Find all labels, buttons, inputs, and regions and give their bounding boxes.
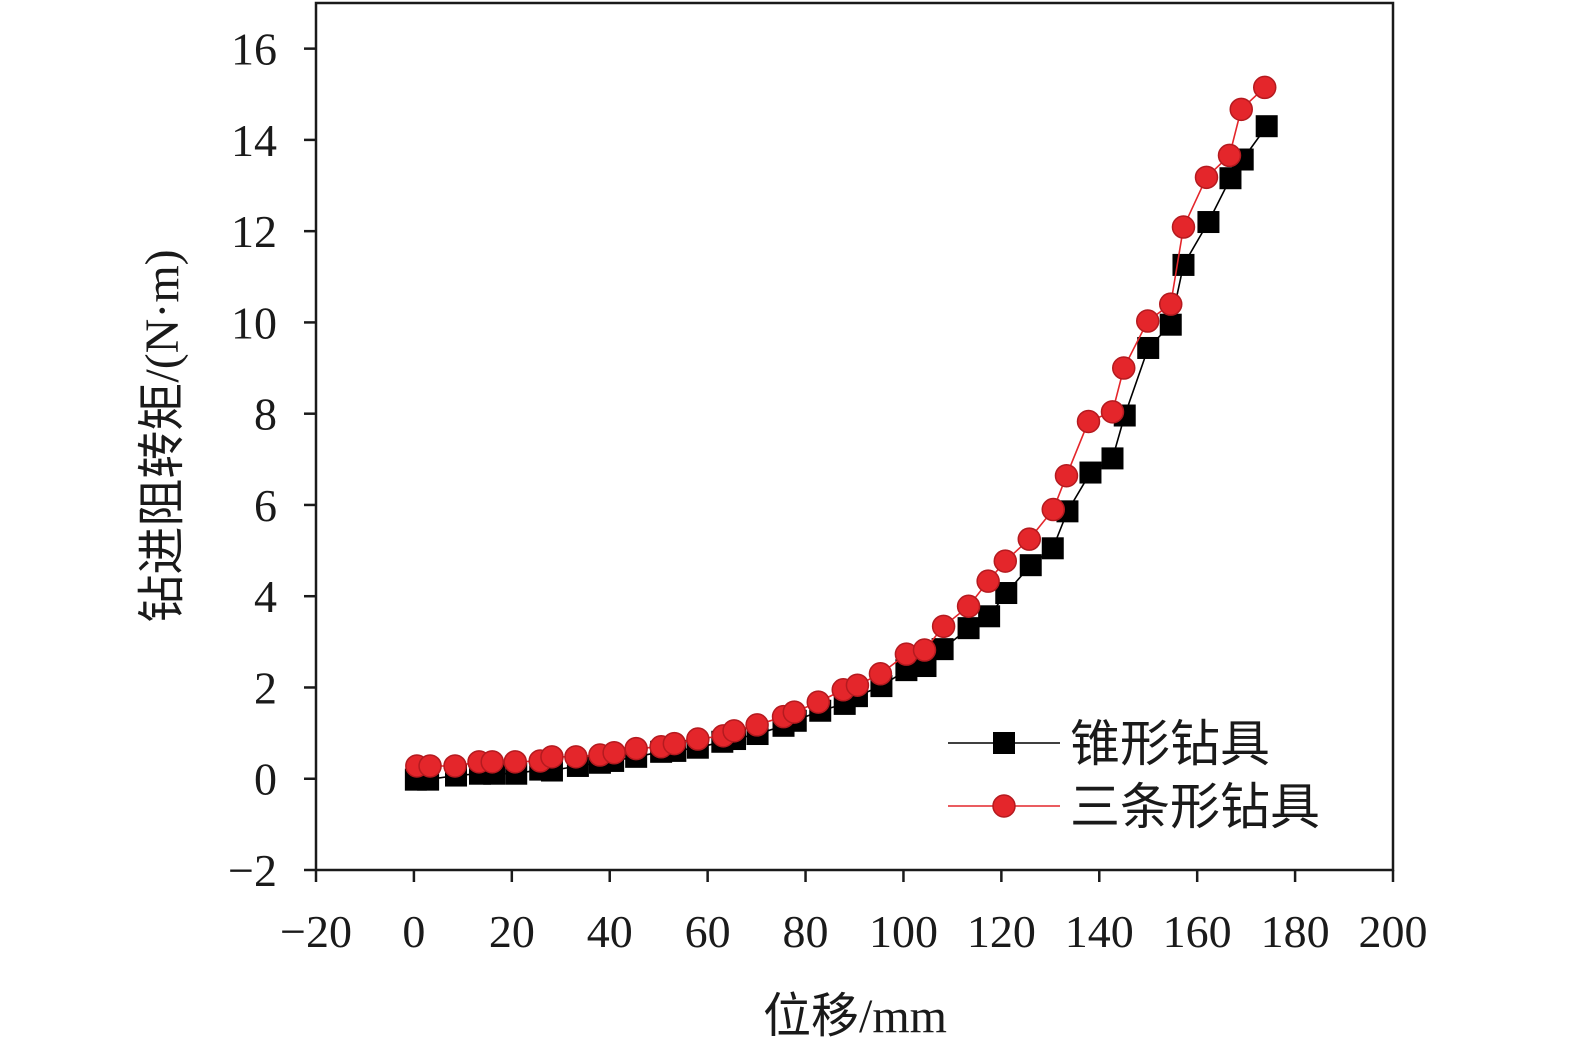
- x-tick-label: 120: [967, 906, 1036, 957]
- x-tick-label: 0: [402, 906, 425, 957]
- plot-frame: [314, 1, 1395, 872]
- data-point-circle: [1217, 143, 1242, 168]
- legend-marker-circle: [992, 794, 1016, 818]
- x-tick-label: 60: [685, 906, 731, 957]
- series-line: [416, 86, 1266, 767]
- x-tick-label: 20: [489, 906, 535, 957]
- data-point-circle: [1194, 165, 1219, 190]
- data-point-square: [1041, 537, 1064, 560]
- data-point-circle: [480, 750, 504, 774]
- y-axis-ticks: −2 0 2 4 6 8 10 12 14 16: [228, 24, 316, 896]
- data-point-circle: [624, 736, 648, 761]
- y-tick-label: 0: [254, 754, 277, 805]
- legend-label-series-1: 锥形钻具: [1070, 716, 1270, 772]
- x-axis-label: 位移/mm: [763, 990, 947, 1043]
- series-layer: [404, 75, 1278, 791]
- legend-label-series-2: 三条形钻具: [1070, 779, 1320, 835]
- data-point-square: [1255, 115, 1278, 138]
- data-point-circle: [503, 750, 527, 774]
- x-tick-label: −20: [280, 906, 352, 957]
- data-point-square: [995, 582, 1018, 605]
- legend-marker-square: [993, 732, 1015, 754]
- data-point-circle: [956, 594, 981, 618]
- x-tick-label: 160: [1163, 906, 1232, 957]
- data-point-circle: [1229, 97, 1253, 122]
- y-tick-label: 4: [254, 571, 277, 622]
- data-point-circle: [1135, 309, 1160, 333]
- x-tick-label: 40: [587, 906, 633, 957]
- data-point-circle: [845, 673, 870, 697]
- data-point-square: [1219, 167, 1242, 190]
- data-point-circle: [443, 754, 467, 778]
- data-point-circle: [662, 731, 687, 756]
- data-point-square: [1159, 313, 1182, 336]
- x-tick-label: 100: [869, 906, 938, 957]
- data-point-square: [1101, 447, 1124, 470]
- data-point-square: [1019, 554, 1042, 577]
- data-point-circle: [1171, 215, 1196, 239]
- y-tick-label: 10: [231, 297, 277, 348]
- x-tick-label: 200: [1359, 906, 1428, 957]
- y-tick-label: 6: [254, 480, 277, 531]
- data-point-circle: [564, 745, 588, 769]
- data-point-circle: [745, 713, 769, 737]
- y-tick-label: 8: [254, 389, 277, 440]
- data-point-square: [931, 638, 954, 661]
- data-point-circle: [976, 569, 1000, 593]
- data-point-circle: [1017, 527, 1042, 551]
- y-axis-label: 钻进阻转矩/(N·m): [136, 249, 189, 622]
- y-tick-label: 16: [231, 24, 277, 75]
- data-point-circle: [1158, 292, 1183, 316]
- data-point-square: [1079, 461, 1102, 484]
- data-point-circle: [1076, 409, 1101, 434]
- data-point-circle: [1252, 75, 1277, 100]
- data-point-circle: [868, 662, 893, 686]
- data-point-circle: [540, 745, 564, 769]
- y-tick-label: 12: [231, 206, 277, 257]
- x-tick-label: 80: [783, 906, 829, 957]
- data-point-circle: [602, 740, 626, 765]
- data-point-circle: [782, 700, 807, 724]
- data-point-circle: [931, 614, 956, 639]
- data-point-circle: [806, 690, 831, 714]
- x-axis-ticks: −20 0 20 40 60 80 100 120 140 160 180 200: [280, 870, 1428, 957]
- data-point-circle: [1112, 356, 1136, 380]
- legend-entry-series-2: 三条形钻具: [948, 779, 1320, 835]
- data-point-square: [957, 617, 980, 640]
- data-point-square: [978, 605, 1001, 628]
- data-point-circle: [1054, 463, 1079, 488]
- y-tick-label: −2: [228, 845, 277, 896]
- x-tick-label: 180: [1261, 906, 1330, 957]
- data-point-circle: [1100, 400, 1125, 424]
- series-2: [405, 75, 1277, 778]
- data-point-circle: [418, 754, 442, 778]
- data-point-circle: [1041, 497, 1066, 522]
- legend: 锥形钻具 三条形钻具: [948, 716, 1320, 835]
- y-tick-label: 2: [254, 662, 277, 713]
- data-point-circle: [993, 549, 1018, 573]
- data-point-square: [1137, 336, 1160, 359]
- x-tick-label: 140: [1065, 906, 1134, 957]
- data-point-square: [1197, 211, 1220, 234]
- data-point-square: [895, 659, 918, 682]
- data-point-circle: [686, 727, 710, 751]
- y-tick-label: 14: [231, 115, 277, 166]
- legend-entry-series-1: 锥形钻具: [948, 716, 1270, 772]
- data-point-circle: [912, 638, 937, 662]
- data-point-circle: [722, 719, 746, 743]
